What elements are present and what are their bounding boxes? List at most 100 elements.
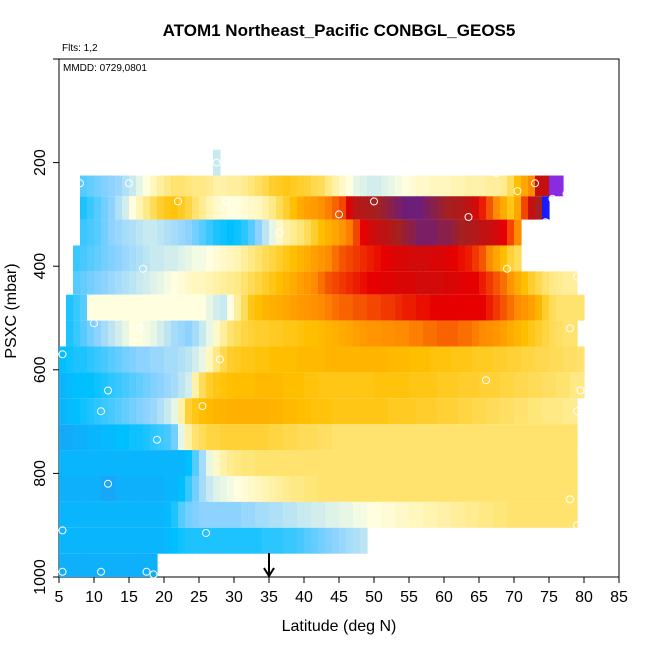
x-tick-label: 80 bbox=[575, 589, 593, 606]
heatmap-cell bbox=[122, 175, 130, 197]
heatmap-cell bbox=[192, 372, 200, 399]
x-tick-label: 85 bbox=[610, 589, 628, 606]
heatmap-cell bbox=[248, 424, 256, 451]
heatmap-cell bbox=[395, 219, 403, 246]
heatmap-cell bbox=[535, 450, 543, 476]
x-tick-label: 50 bbox=[365, 589, 383, 606]
heatmap-cell bbox=[66, 424, 74, 451]
heatmap-cell bbox=[136, 219, 144, 246]
heatmap-cell bbox=[318, 271, 326, 295]
heatmap-cell bbox=[122, 346, 130, 373]
heatmap-cell bbox=[556, 175, 564, 197]
heatmap-cell bbox=[122, 450, 130, 476]
heatmap-cell bbox=[549, 398, 557, 425]
heatmap-cell bbox=[143, 320, 151, 347]
heatmap-cell bbox=[108, 424, 116, 451]
heatmap-cell bbox=[66, 320, 74, 347]
heatmap-cell bbox=[451, 346, 459, 373]
heatmap-cell bbox=[458, 219, 466, 246]
heatmap-cell bbox=[206, 372, 214, 399]
heatmap-cell bbox=[339, 175, 347, 197]
heatmap-cell bbox=[101, 196, 109, 220]
heatmap-cell bbox=[465, 271, 473, 295]
heatmap-cell bbox=[164, 245, 172, 272]
heatmap-cell bbox=[563, 320, 571, 347]
heatmap-cell bbox=[332, 294, 340, 321]
heatmap-cell bbox=[360, 271, 368, 295]
heatmap-cell bbox=[143, 527, 151, 554]
heatmap-cell bbox=[171, 175, 179, 197]
heatmap-cell bbox=[241, 219, 249, 246]
heatmap-cell bbox=[178, 450, 186, 476]
heatmap-cell bbox=[444, 294, 452, 321]
heatmap-cell bbox=[136, 501, 144, 528]
heatmap-cell bbox=[129, 527, 137, 554]
heatmap-cell bbox=[192, 175, 200, 197]
heatmap-cell bbox=[311, 271, 319, 295]
heatmap-cell bbox=[283, 271, 291, 295]
heatmap-cell bbox=[528, 294, 536, 321]
heatmap-cell bbox=[94, 294, 102, 321]
heatmap-cell bbox=[150, 175, 158, 197]
heatmap-cell bbox=[388, 398, 396, 425]
heatmap-cell bbox=[416, 175, 424, 197]
heatmap-cell bbox=[528, 271, 536, 295]
heatmap-cell bbox=[346, 320, 354, 347]
heatmap-cell bbox=[199, 271, 207, 295]
heatmap-cell bbox=[353, 398, 361, 425]
heatmap-cell bbox=[157, 501, 165, 528]
heatmap-cell bbox=[318, 346, 326, 373]
heatmap-cell bbox=[80, 398, 88, 425]
heatmap-cell bbox=[479, 196, 487, 220]
heatmap-cell bbox=[493, 450, 501, 476]
heatmap-cell bbox=[416, 219, 424, 246]
sample-point bbox=[153, 435, 161, 444]
sample-point bbox=[76, 179, 84, 188]
heatmap-cell bbox=[486, 450, 494, 476]
heatmap-cell bbox=[241, 372, 249, 399]
heatmap-cell bbox=[444, 175, 452, 197]
heatmap-cell bbox=[290, 501, 298, 528]
heatmap-cell bbox=[325, 398, 333, 425]
heatmap-cell bbox=[367, 271, 375, 295]
heatmap-cell bbox=[423, 346, 431, 373]
heatmap-cell bbox=[150, 372, 158, 399]
heatmap-cell bbox=[556, 450, 564, 476]
heatmap-cell bbox=[122, 294, 130, 321]
heatmap-cell bbox=[570, 450, 578, 476]
heatmap-cell bbox=[255, 398, 263, 425]
heatmap-cell bbox=[185, 346, 193, 373]
sample-point bbox=[202, 529, 210, 537]
heatmap-cell bbox=[381, 196, 389, 220]
heatmap-cell bbox=[472, 424, 480, 451]
heatmap-cell bbox=[87, 553, 95, 577]
heatmap-cell bbox=[479, 271, 487, 295]
heatmap-cell bbox=[220, 196, 228, 220]
heatmap-cell bbox=[486, 245, 494, 272]
heatmap-cell bbox=[87, 501, 95, 528]
heatmap-cell bbox=[346, 346, 354, 373]
heatmap-cell bbox=[101, 175, 109, 197]
heatmap-cell bbox=[311, 196, 319, 220]
heatmap-cell bbox=[66, 346, 74, 373]
heatmap-cell bbox=[94, 424, 102, 451]
heatmap-cell bbox=[325, 245, 333, 272]
heatmap-cell bbox=[458, 372, 466, 399]
heatmap-cell bbox=[374, 346, 382, 373]
heatmap-cell bbox=[451, 219, 459, 246]
heatmap-cell bbox=[59, 475, 67, 502]
heatmap-cell bbox=[416, 450, 424, 476]
heatmap-cell bbox=[486, 320, 494, 347]
heatmap-cell bbox=[444, 424, 452, 451]
heatmap-cell bbox=[395, 175, 403, 197]
heatmap-cell bbox=[213, 424, 221, 451]
heatmap-cell bbox=[101, 346, 109, 373]
y-tick-label: 400 bbox=[32, 253, 49, 280]
heatmap-cell bbox=[213, 175, 221, 197]
heatmap-cell bbox=[171, 271, 179, 295]
heatmap-cell bbox=[437, 475, 445, 502]
heatmap-cell bbox=[507, 271, 515, 295]
heatmap-cell bbox=[304, 475, 312, 502]
heatmap-cell bbox=[80, 245, 88, 272]
heatmap-cell bbox=[507, 501, 515, 528]
